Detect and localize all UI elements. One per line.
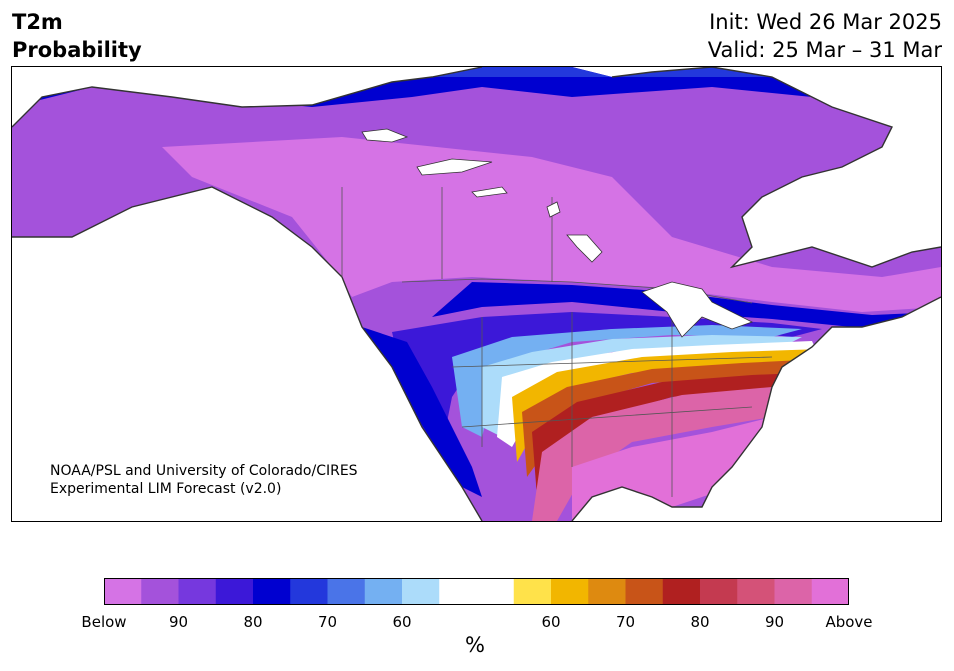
colorbar-swatch bbox=[178, 578, 217, 605]
colorbar-swatch bbox=[774, 578, 813, 605]
map-title: T2m Probability bbox=[12, 8, 142, 64]
colorbar-swatch bbox=[476, 578, 515, 605]
colorbar-swatch bbox=[811, 578, 849, 605]
colorbar-tick-label: 60 bbox=[541, 613, 561, 631]
colorbar-swatch bbox=[513, 578, 552, 605]
colorbar-swatch bbox=[700, 578, 738, 605]
colorbar-swatch bbox=[215, 578, 254, 605]
colorbar-tick-label: 80 bbox=[243, 613, 263, 631]
colorbar-tick-label: 90 bbox=[764, 613, 785, 631]
colorbar-tick-label: Below bbox=[81, 613, 127, 631]
colorbar-swatch bbox=[253, 578, 291, 605]
credit-line-2: Experimental LIM Forecast (v2.0) bbox=[50, 481, 281, 497]
init-date: Init: Wed 26 Mar 2025 bbox=[709, 10, 942, 34]
colorbar-swatch bbox=[402, 578, 440, 605]
title-product: Probability bbox=[12, 38, 142, 62]
colorbar-swatch bbox=[625, 578, 664, 605]
probability-map: NOAA/PSL and University of Colorado/CIRE… bbox=[11, 66, 942, 522]
colorbar-swatch bbox=[290, 578, 328, 605]
political-borders bbox=[341, 187, 773, 497]
coastlines bbox=[12, 67, 941, 521]
valid-range: Valid: 25 Mar – 31 Mar bbox=[707, 38, 942, 62]
forecast-dates: Init: Wed 26 Mar 2025 Valid: 25 Mar – 31… bbox=[708, 8, 942, 64]
colorbar-swatch bbox=[439, 578, 477, 605]
colorbar-swatch bbox=[104, 578, 142, 605]
credit-line-1: NOAA/PSL and University of Colorado/CIRE… bbox=[50, 463, 358, 479]
colorbar-swatch bbox=[141, 578, 179, 605]
colorbar-tick-label: 70 bbox=[615, 613, 636, 631]
probability-field bbox=[12, 67, 941, 521]
colorbar-swatch bbox=[327, 578, 366, 605]
lakes bbox=[361, 128, 754, 338]
colorbar-tick-label: 60 bbox=[392, 613, 412, 631]
colorbar-swatch bbox=[737, 578, 775, 605]
colorbar-tick-label: 70 bbox=[317, 613, 338, 631]
colorbar-swatch bbox=[588, 578, 626, 605]
colorbar bbox=[104, 578, 849, 605]
colorbar-unit: % bbox=[465, 633, 485, 657]
colorbar-swatches bbox=[104, 578, 849, 605]
colorbar-swatch bbox=[364, 578, 403, 605]
title-variable: T2m bbox=[12, 10, 63, 34]
colorbar-tick-label: 90 bbox=[168, 613, 189, 631]
colorbar-border bbox=[104, 578, 849, 605]
map-canvas: NOAA/PSL and University of Colorado/CIRE… bbox=[12, 67, 941, 521]
colorbar-tick-label: 80 bbox=[690, 613, 710, 631]
colorbar-swatch bbox=[551, 578, 589, 605]
map-credit: NOAA/PSL and University of Colorado/CIRE… bbox=[50, 463, 358, 497]
colorbar-tick-label: Above bbox=[825, 613, 873, 631]
colorbar-swatch bbox=[662, 578, 701, 605]
